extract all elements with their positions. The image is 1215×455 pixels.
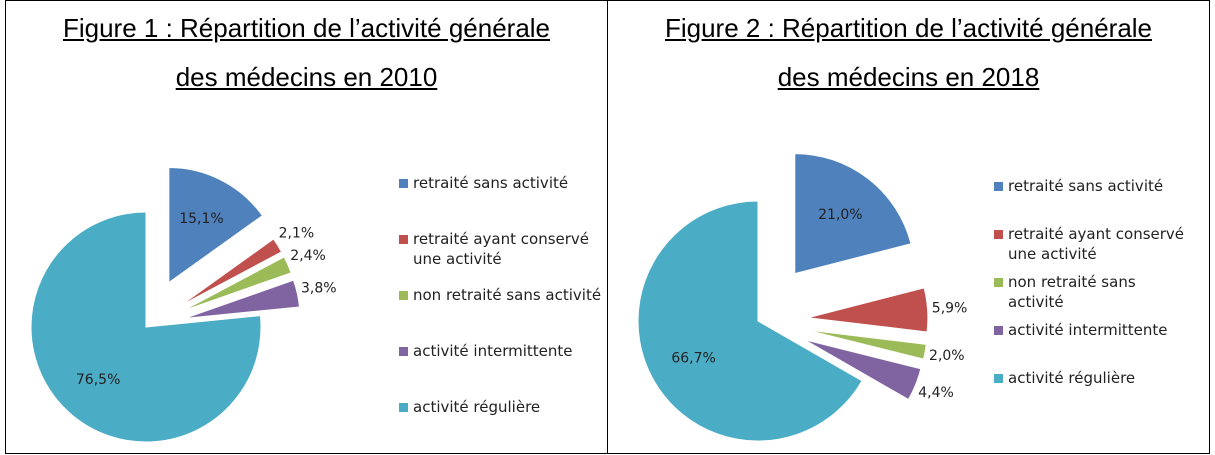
legend-label: retraité ayant conservé une activité (413, 230, 590, 268)
legend-item: activité intermittente (994, 320, 1194, 340)
legend-swatch (994, 182, 1003, 191)
legend-item: activité intermittente (399, 341, 614, 361)
legend-item: activité régulière (399, 397, 614, 417)
legend-label: activité intermittente (413, 342, 573, 360)
legend-label: activité régulière (413, 398, 541, 416)
chart-title: des médecins en 2010 (175, 62, 438, 92)
data-label: 3,8% (301, 281, 337, 297)
pie-chart: 21,0% 5,9% 2,0% 4,4% 66,7% (637, 153, 968, 442)
legend-swatch (399, 403, 408, 412)
legend-swatch (994, 230, 1003, 239)
pie-slice (807, 329, 927, 360)
legend-swatch (399, 179, 408, 188)
data-label: 2,0% (929, 348, 965, 364)
pie-slice (30, 211, 262, 443)
data-label: 66,7% (671, 350, 715, 366)
pie-slice (794, 153, 912, 275)
legend-swatch (399, 235, 408, 244)
legend-swatch (994, 278, 1003, 287)
pie-slice (179, 238, 283, 307)
pie-slice (182, 256, 292, 312)
legend-item: retraité sans activité (399, 173, 614, 193)
pie-slice (168, 167, 264, 284)
legend-label: retraité sans activité (1008, 177, 1164, 195)
pie-slice (637, 200, 863, 442)
data-label: 2,1% (279, 226, 315, 242)
legend-swatch (399, 291, 408, 300)
pie-slice (807, 287, 929, 333)
legend-item: non retraité sans activité (399, 285, 614, 305)
legend-item: retraité ayant conservé une activité (399, 229, 614, 269)
legend-item: retraité ayant conservé une activité (994, 224, 1194, 264)
legend-label: activité intermittente (1008, 321, 1168, 339)
data-label: 76,5% (76, 372, 120, 388)
data-label: 15,1% (179, 211, 223, 227)
data-label: 2,4% (290, 248, 326, 264)
legend-label: non retraité sans activité (413, 286, 602, 304)
legend-item: activité régulière (994, 368, 1194, 388)
pie-slice (804, 339, 922, 401)
chart-panel: Figure 1 : Répartition de l’activité gén… (5, 0, 608, 454)
data-label: 4,4% (918, 385, 954, 401)
legend-label: non retraité sans activité (1008, 273, 1136, 311)
data-label: 5,9% (932, 300, 968, 316)
pie-slice (184, 279, 301, 319)
legend-item: retraité sans activité (994, 176, 1194, 196)
legend-label: activité régulière (1008, 369, 1136, 387)
legend-label: retraité ayant conservé une activité (1008, 225, 1185, 263)
chart-title: des médecins en 2018 (777, 62, 1040, 92)
chart-panel: Figure 2 : Répartition de l’activité gén… (607, 0, 1210, 454)
data-label: 21,0% (818, 207, 862, 223)
legend-item: non retraité sans activité (994, 272, 1194, 312)
legend-swatch (399, 347, 408, 356)
chart-title: Figure 1 : Répartition de l’activité gén… (62, 13, 551, 43)
legend-label: retraité sans activité (413, 174, 569, 192)
pie-chart: 15,1% 2,1% 2,4% 3,8% 76,5% (30, 167, 337, 443)
legend-swatch (994, 374, 1003, 383)
legend-swatch (994, 326, 1003, 335)
chart-title: Figure 2 : Répartition de l’activité gén… (664, 13, 1153, 43)
